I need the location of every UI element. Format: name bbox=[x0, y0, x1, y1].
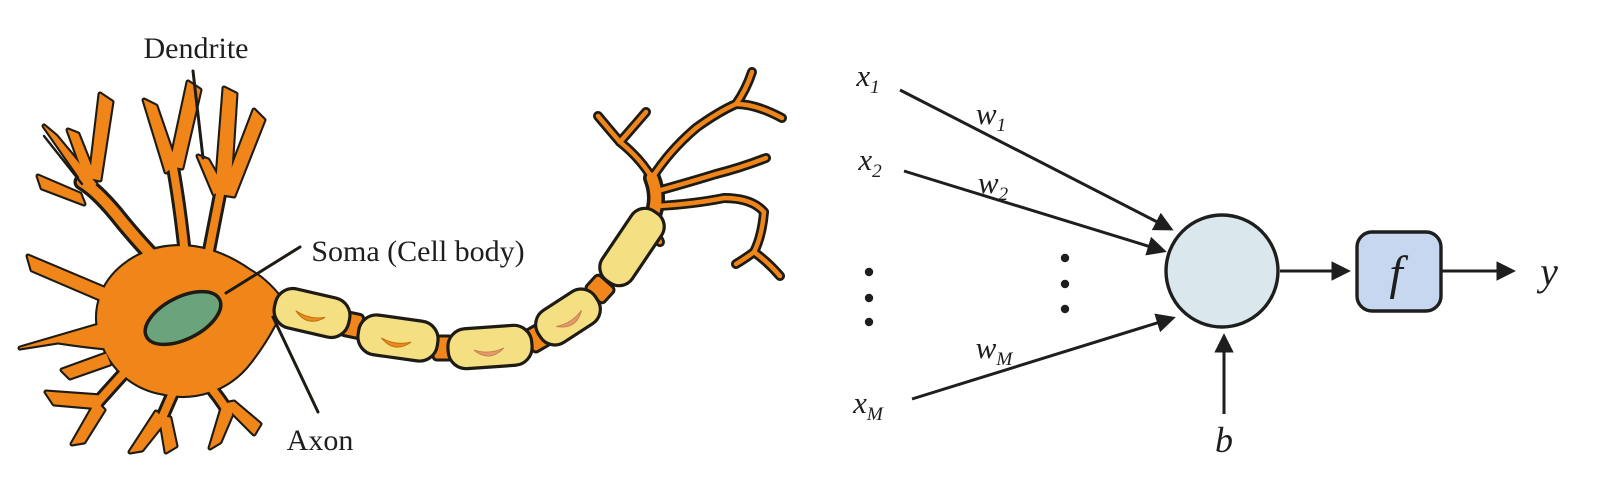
biological-neuron-diagram: Dendrite Soma (Cell body) Axon bbox=[20, 32, 782, 457]
weight-label-w1: w1 bbox=[976, 96, 1006, 136]
bias-label: b bbox=[1215, 420, 1233, 460]
activation-box bbox=[1355, 230, 1443, 313]
myelin-segment bbox=[598, 206, 666, 288]
weight-label-wm: wM bbox=[976, 330, 1014, 370]
soma-label: Soma (Cell body) bbox=[311, 235, 524, 268]
input-arrow-xm bbox=[911, 313, 1176, 401]
input-ellipsis-dots bbox=[864, 267, 874, 327]
myelin-segment bbox=[534, 287, 602, 347]
myelin-segment bbox=[356, 313, 440, 363]
input-label-x1: x1 bbox=[855, 58, 879, 98]
soma-pointer-line bbox=[224, 245, 302, 295]
axon-pointer-line bbox=[271, 315, 320, 414]
dendrite-label: Dendrite bbox=[144, 32, 249, 65]
input-label-xm: xM bbox=[852, 385, 884, 425]
weight-label-w2: w2 bbox=[978, 165, 1009, 205]
myelin-sheath-chain bbox=[272, 206, 666, 371]
myelin-segment bbox=[446, 323, 534, 371]
dendrite-pointer-line bbox=[191, 69, 205, 160]
input-arrow-x2 bbox=[903, 169, 1167, 256]
output-label: y bbox=[1536, 249, 1558, 294]
axon-label: Axon bbox=[287, 424, 354, 457]
weight-ellipsis-dots bbox=[1060, 253, 1070, 314]
summation-node bbox=[1164, 213, 1280, 329]
myelin-segment bbox=[272, 286, 352, 340]
thin-dendrite-line bbox=[42, 134, 84, 186]
artificial-neuron-diagram: f x1 x2 xM w1 w2 wM b y bbox=[852, 58, 1558, 460]
input-arrow-x1 bbox=[899, 88, 1174, 231]
nucleus-shape bbox=[143, 289, 223, 347]
input-label-x2: x2 bbox=[857, 142, 882, 182]
